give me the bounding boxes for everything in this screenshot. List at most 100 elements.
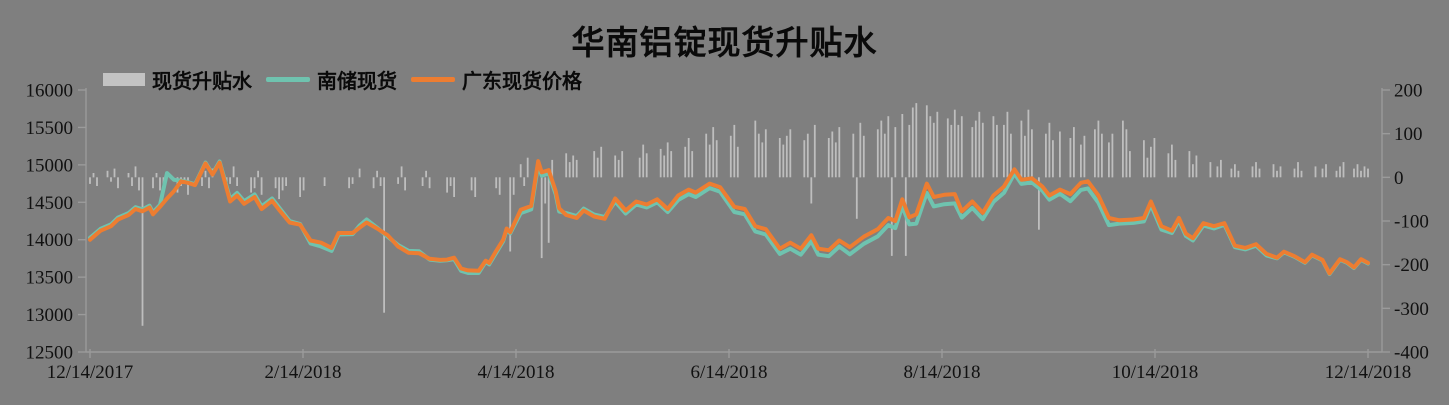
premium-bar: [1209, 162, 1212, 178]
right-axis-tick-label: -400: [1394, 343, 1429, 364]
premium-bar: [831, 131, 834, 178]
premium-bar: [141, 177, 144, 326]
premium-bar: [803, 140, 806, 178]
premium-bar: [152, 177, 154, 189]
premium-bar: [691, 151, 694, 178]
premium-bar: [1153, 138, 1156, 178]
premium-bar: [1094, 129, 1096, 178]
premium-bar: [855, 177, 858, 219]
premium-bar: [929, 116, 932, 178]
premium-bar: [1143, 140, 1145, 178]
premium-bar: [358, 168, 361, 178]
left-axis-tick-label: 14500: [26, 193, 74, 214]
premium-bar: [1255, 162, 1257, 178]
premium-bar: [638, 157, 641, 178]
premium-bar: [1297, 162, 1299, 178]
premium-bar: [1293, 168, 1296, 178]
premium-bar: [862, 135, 865, 178]
left-axis-tick-label: 14000: [26, 230, 74, 251]
premium-bar: [1360, 170, 1362, 178]
premium-bar: [547, 177, 550, 243]
premium-bar: [1080, 144, 1082, 178]
premium-bar: [117, 177, 119, 189]
premium-bar: [950, 124, 953, 178]
premium-bar: [778, 138, 781, 178]
chart-title: 华南铝锭现货升贴水: [571, 24, 878, 61]
premium-bar: [614, 155, 617, 178]
premium-bar: [397, 177, 399, 184]
premium-bar: [666, 142, 669, 178]
premium-bar: [1031, 129, 1033, 178]
premium-bar: [663, 155, 666, 178]
premium-bar: [827, 138, 830, 178]
premium-bar: [957, 124, 960, 178]
left-axis-tick-label: 15000: [26, 155, 74, 176]
premium-bar: [379, 177, 382, 186]
premium-bar: [1230, 168, 1233, 178]
premium-bar: [932, 122, 935, 178]
right-axis-tick-label: 200: [1394, 81, 1423, 102]
premium-bar: [1216, 166, 1219, 178]
premium-bar: [509, 177, 512, 252]
premium-bar: [593, 151, 596, 178]
premium-bar: [992, 116, 995, 178]
premium-bar: [705, 133, 708, 178]
premium-bar: [540, 177, 543, 259]
premium-bar: [274, 177, 277, 189]
premium-bar: [617, 159, 620, 178]
premium-bar: [981, 122, 984, 178]
premium-bar: [236, 177, 238, 186]
premium-bar: [1300, 170, 1303, 178]
premium-bar: [1258, 168, 1261, 178]
x-axis-tick-label: 4/14/2018: [477, 362, 554, 383]
premium-bar: [187, 177, 189, 195]
premium-bar: [446, 177, 448, 193]
premium-bar: [1342, 162, 1345, 178]
premium-bar: [1024, 135, 1026, 178]
premium-bar: [880, 120, 883, 178]
right-axis-tick-label: 100: [1394, 124, 1423, 145]
premium-bar: [1150, 146, 1152, 178]
premium-bar: [1122, 120, 1124, 178]
premium-bar: [757, 133, 760, 178]
premium-bar: [936, 111, 939, 178]
premium-bar: [523, 177, 526, 186]
x-axis-tick-label: 12/14/2018: [1325, 362, 1412, 383]
premium-bar: [996, 124, 998, 178]
premium-bar: [908, 124, 911, 178]
premium-bar: [110, 177, 112, 182]
premium-bar: [474, 177, 477, 197]
legend-label: 现货升贴水: [152, 70, 252, 93]
premium-bar: [1314, 166, 1317, 178]
premium-bar: [257, 170, 259, 178]
premium-bar: [946, 118, 949, 178]
premium-bar: [978, 111, 981, 178]
premium-bar: [887, 116, 890, 178]
premium-bar: [670, 151, 673, 178]
premium-bar: [260, 177, 263, 195]
premium-bar: [971, 127, 974, 178]
left-axis-tick-label: 12500: [26, 343, 74, 364]
premium-bar: [453, 177, 455, 197]
premium-bar: [715, 140, 718, 178]
premium-bar: [1097, 120, 1100, 178]
premium-bar: [894, 127, 897, 178]
premium-bar: [789, 129, 792, 178]
x-axis-tick-label: 2/14/2018: [264, 362, 341, 383]
premium-bar: [1111, 133, 1114, 178]
premium-bar: [138, 177, 140, 191]
premium-bar: [1192, 164, 1194, 178]
premium-bar: [159, 177, 161, 191]
premium-bar: [526, 157, 529, 178]
premium-bar: [565, 153, 568, 178]
premium-bar: [1321, 168, 1324, 178]
premium-bar: [596, 157, 599, 178]
premium-bar: [498, 177, 501, 195]
premium-bar: [155, 173, 158, 178]
premium-bar: [925, 105, 928, 178]
legend-item-nanchu-spot: 南储现货: [266, 65, 397, 94]
premium-bar: [201, 177, 203, 186]
premium-bar: [687, 138, 690, 178]
